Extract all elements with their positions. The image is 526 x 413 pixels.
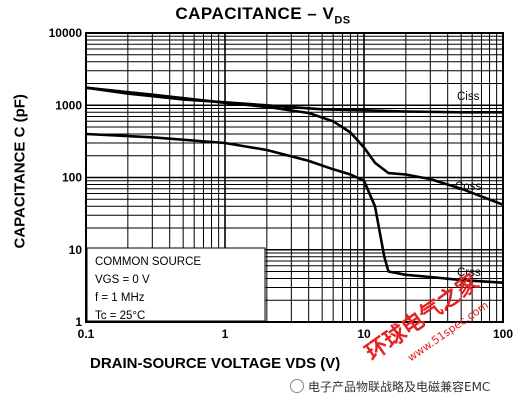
- annotation-line: f = 1 MHz: [95, 292, 145, 304]
- series-label: Coss: [455, 181, 481, 193]
- annotation-line: COMMON SOURCE: [95, 256, 201, 268]
- x-tick-label: 0.1: [78, 327, 95, 341]
- series-line-coss: [85, 86, 504, 206]
- series-label: Crss: [457, 267, 481, 279]
- footer-caption: 电子产品物联战略及电磁兼容EMC: [290, 378, 490, 395]
- x-tick-label: 10: [357, 327, 371, 341]
- series-line-crss: [85, 132, 504, 284]
- annotation-line: VGS = 0 V: [95, 274, 150, 286]
- x-tick-label: 1: [222, 327, 229, 341]
- y-tick-label: 10000: [49, 26, 83, 40]
- x-tick-label: 100: [493, 327, 513, 341]
- chart-title: CAPACITANCE – VDS: [175, 4, 351, 27]
- wechat-icon: [290, 379, 304, 393]
- series-label: Ciss: [457, 91, 480, 103]
- y-tick-label: 10: [69, 243, 83, 257]
- plot-frame: [85, 32, 504, 323]
- x-axis-label: DRAIN-SOURCE VOLTAGE VDS (V): [90, 355, 341, 372]
- annotation-line: Tc = 25°C: [95, 310, 145, 322]
- y-tick-label: 100: [62, 171, 82, 185]
- y-tick-label: 1: [75, 315, 82, 329]
- series-line-ciss: [85, 86, 503, 114]
- y-tick-label: 1000: [55, 98, 82, 112]
- annotation-box: [86, 247, 266, 322]
